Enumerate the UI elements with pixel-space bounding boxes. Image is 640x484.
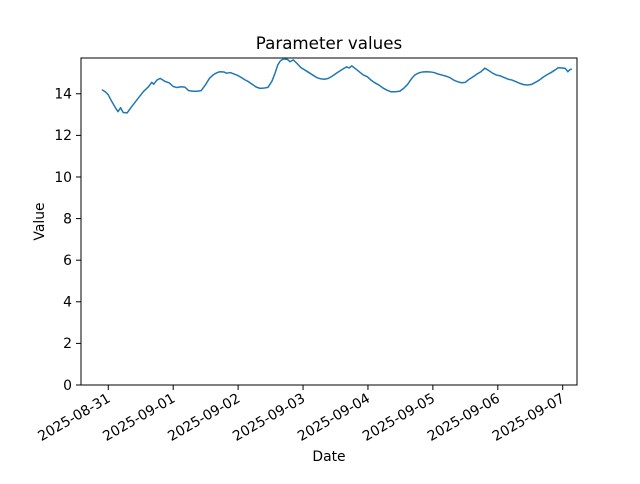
y-tick-label: 8: [63, 211, 72, 227]
plot-area-frame: [80, 57, 578, 386]
y-tick-label: 0: [63, 378, 72, 394]
y-tick-label: 14: [54, 87, 72, 103]
x-tick-label: 2025-08-31: [35, 391, 113, 445]
y-axis: 0 2 4 6 8 10 12 14: [54, 87, 81, 394]
x-tick-label: 2025-09-04: [295, 391, 373, 445]
x-tick-label: 2025-09-07: [490, 391, 568, 445]
y-tick-label: 6: [63, 253, 72, 269]
y-tick-label: 2: [63, 336, 72, 352]
data-line: [101, 58, 572, 114]
x-axis-label: Date: [312, 449, 345, 465]
chart-title: Parameter values: [256, 33, 402, 53]
y-axis-label: Value: [32, 202, 48, 240]
x-tick-label: 2025-09-06: [425, 391, 503, 445]
data-series-group: [101, 58, 572, 114]
y-tick-label: 4: [63, 295, 72, 311]
y-tick-label: 12: [54, 128, 72, 144]
x-tick-label: 2025-09-02: [165, 391, 243, 445]
x-tick-label: 2025-09-03: [230, 391, 308, 445]
x-axis: 2025-08-312025-09-012025-09-022025-09-03…: [35, 385, 568, 445]
x-tick-label: 2025-09-01: [100, 391, 178, 445]
x-tick-label: 2025-09-05: [360, 391, 438, 445]
y-tick-label: 10: [54, 170, 72, 186]
